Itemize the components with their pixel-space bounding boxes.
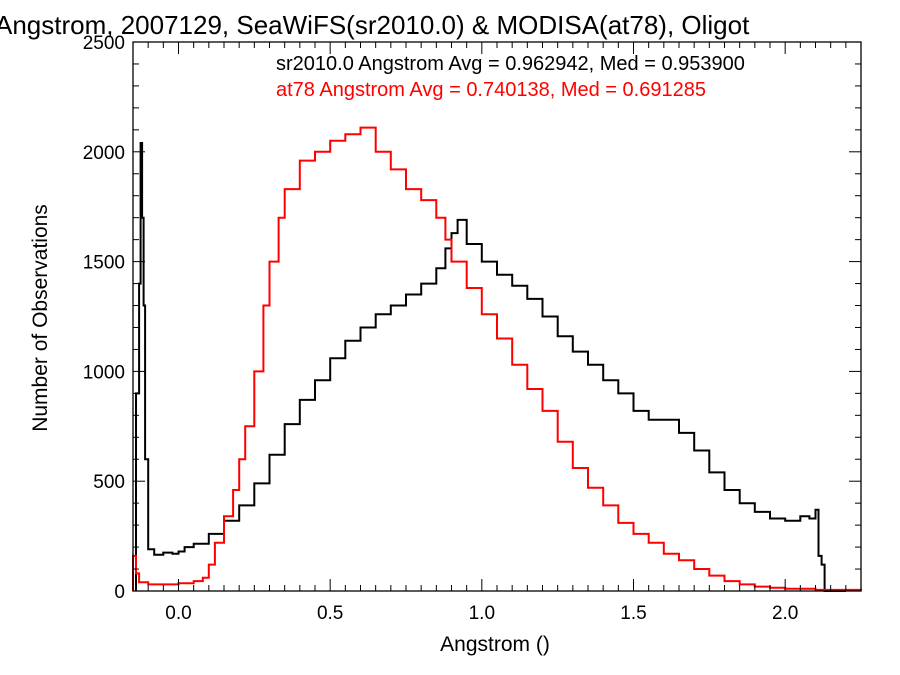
- x-tick-label: 1.0: [469, 603, 495, 624]
- legend-series-2: at78 Angstrom Avg = 0.740138, Med = 0.69…: [276, 79, 706, 101]
- y-tick-label: 0: [114, 582, 125, 603]
- y-tick-label: 500: [93, 472, 125, 493]
- x-tick-label: 2.0: [772, 603, 798, 624]
- x-tick-label: 1.5: [620, 603, 646, 624]
- series-line-1: [135, 142, 846, 592]
- axes: 0.0 0.5 1.0 1.5 2.0 0 500 1000 1500 2000 2500: [83, 33, 862, 624]
- x-tick-label: 0.5: [317, 603, 343, 624]
- y-tick-label: 2500: [83, 33, 125, 54]
- y-tick-label: 1500: [83, 253, 125, 274]
- legend-series-1: sr2010.0 Angstrom Avg = 0.962942, Med = …: [276, 53, 745, 75]
- x-tick-label: 0.0: [165, 603, 191, 624]
- series-line-2: [132, 126, 862, 591]
- plot-area: [132, 126, 862, 592]
- chart-title: Angstrom, 2007129, SeaWiFS(sr2010.0) & M…: [0, 10, 750, 40]
- y-tick-label: 2000: [83, 143, 125, 164]
- y-tick-label: 1000: [83, 362, 125, 383]
- y-axis-label: Number of Observations: [29, 204, 52, 432]
- x-axis-label: Angstrom (): [440, 633, 550, 656]
